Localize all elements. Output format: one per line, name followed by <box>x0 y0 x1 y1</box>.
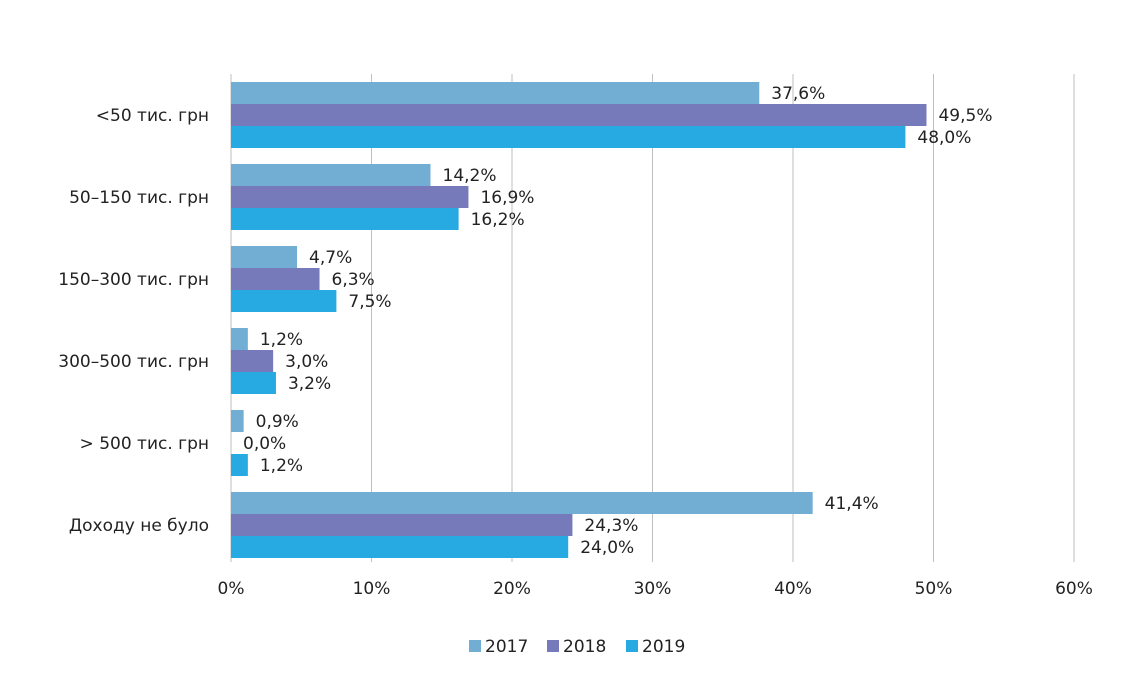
category-label: 150–300 тис. грн <box>58 270 209 290</box>
bar-2018 <box>231 268 320 290</box>
legend-swatch-2018 <box>547 640 559 652</box>
x-tick-label: 60% <box>1055 579 1093 599</box>
bar-2017 <box>231 246 298 268</box>
data-label-2017: 37,6% <box>771 84 825 104</box>
legend-swatch-2019 <box>626 640 638 652</box>
legend-swatch-2017 <box>469 640 481 652</box>
data-label-2017: 1,2% <box>260 330 303 350</box>
bar-2018 <box>231 350 274 372</box>
data-label-2019: 1,2% <box>260 456 303 476</box>
data-label-2019: 3,2% <box>288 374 331 394</box>
data-label-2018: 6,3% <box>332 270 375 290</box>
bar-2019 <box>231 290 337 312</box>
bar-2019 <box>231 126 906 148</box>
data-label-2018: 24,3% <box>584 516 638 536</box>
category-label: Доходу не було <box>69 516 209 536</box>
bar-2019 <box>231 208 459 230</box>
bar-2017 <box>231 82 760 104</box>
bar-2019 <box>231 536 569 558</box>
data-label-2018: 3,0% <box>285 352 328 372</box>
data-label-2019: 48,0% <box>917 128 971 148</box>
bar-2017 <box>231 164 431 186</box>
x-tick-label: 30% <box>634 579 672 599</box>
category-label: > 500 тис. грн <box>80 434 209 454</box>
legend-label-2019: 2019 <box>642 637 685 657</box>
data-label-2018: 49,5% <box>938 106 992 126</box>
data-label-2018: 0,0% <box>243 434 286 454</box>
data-label-2019: 24,0% <box>580 538 634 558</box>
data-label-2017: 41,4% <box>825 494 879 514</box>
value-labels: 37,6% 49,5%48,0% 14,2%16,9%16,2% 4,7%6,3%7,… <box>243 84 992 558</box>
bars <box>231 82 927 558</box>
legend-label-2017: 2017 <box>485 637 528 657</box>
category-label: 50–150 тис. грн <box>69 188 209 208</box>
bar-2019 <box>231 372 276 394</box>
bar-2017 <box>231 410 244 432</box>
x-axis-tick-labels: 0% 10% 20% 30% 40% 50% 60% <box>218 579 1093 599</box>
bar-2017 <box>231 492 813 514</box>
x-tick-label: 50% <box>915 579 953 599</box>
category-labels: <50 тис. грн 50–150 тис. грн 150–300 тис. … <box>58 106 209 536</box>
data-label-2017: 14,2% <box>443 166 497 186</box>
data-label-2018: 16,9% <box>480 188 534 208</box>
data-label-2017: 0,9% <box>256 412 299 432</box>
category-label: 300–500 тис. грн <box>58 352 209 372</box>
x-tick-label: 0% <box>218 579 245 599</box>
x-tick-label: 10% <box>353 579 391 599</box>
bar-2017 <box>231 328 248 350</box>
data-label-2017: 4,7% <box>309 248 352 268</box>
x-tick-label: 40% <box>774 579 812 599</box>
grid-lines <box>230 74 1075 562</box>
category-label: <50 тис. грн <box>96 106 209 126</box>
bar-2018 <box>231 104 927 126</box>
legend-label-2018: 2018 <box>563 637 606 657</box>
bar-2018 <box>231 514 573 536</box>
legend: 2017 2018 2019 <box>469 637 685 657</box>
data-label-2019: 7,5% <box>348 292 391 312</box>
data-label-2019: 16,2% <box>471 210 525 230</box>
x-tick-label: 20% <box>493 579 531 599</box>
bar-2019 <box>231 454 248 476</box>
bar-2018 <box>231 186 469 208</box>
